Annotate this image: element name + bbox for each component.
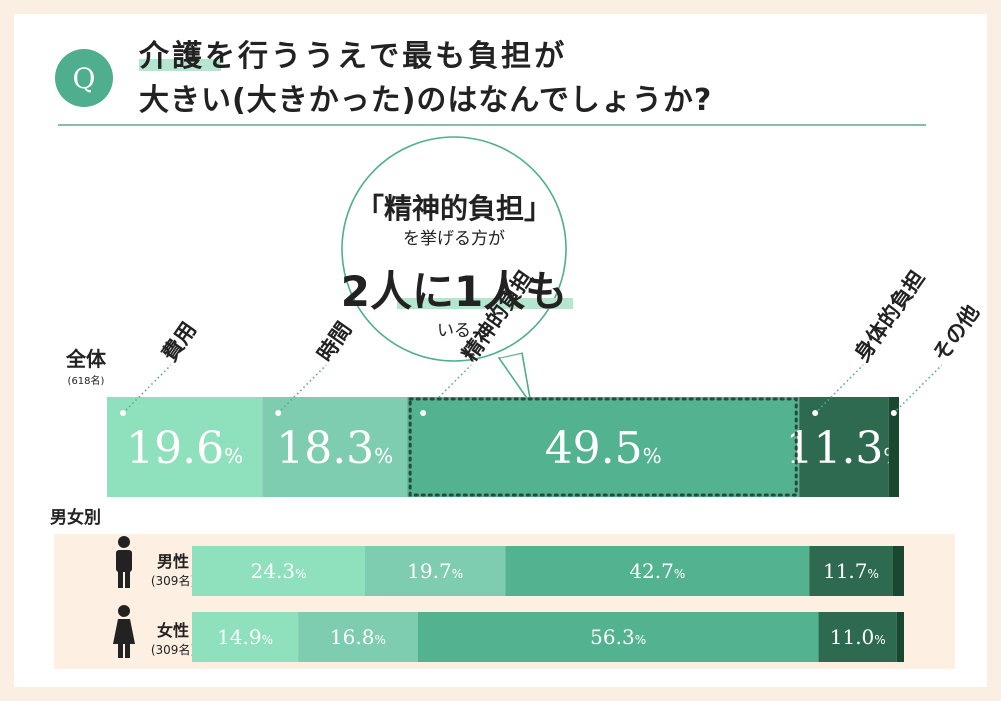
callout-highlight <box>397 298 573 309</box>
bar-segment <box>896 612 904 662</box>
leader-line <box>896 364 943 411</box>
bar-segment <box>818 612 897 662</box>
value-label: 16.8% <box>330 625 386 649</box>
bar-segment <box>262 397 408 497</box>
bar-segment <box>809 546 893 596</box>
infographic-card: Q 介護を行ううえで最も負担が 大きい(大きかった)のはなんでしょうか? 「精神… <box>14 14 987 687</box>
bar-segment <box>192 546 366 596</box>
bar-segment <box>298 612 418 662</box>
question-line1: 介護を行ううえで最も負担が <box>138 39 567 74</box>
leader-line <box>125 364 172 411</box>
leader-dot <box>812 410 819 416</box>
gender-section-label: 男女別 <box>50 507 101 528</box>
callout-tail <box>497 352 532 405</box>
value-label: 42.7% <box>629 559 685 583</box>
question-badge-letter: Q <box>73 62 96 95</box>
bar-chart: 19.6%18.3%49.5%11.3%24.3%19.7%42.7%11.7%… <box>107 397 904 662</box>
row-male-label: 男性 <box>157 552 189 571</box>
leader-dot <box>420 410 427 416</box>
value-label: 11.0% <box>830 625 886 649</box>
value-label: 19.6% <box>126 423 243 474</box>
row-female-label: 女性 <box>157 621 189 640</box>
value-label: 14.9% <box>217 625 273 649</box>
title-highlight <box>139 59 221 71</box>
value-label: 19.7% <box>407 559 463 583</box>
bar-segment <box>505 546 810 596</box>
bar-segment <box>107 397 263 497</box>
chart-canvas: Q 介護を行ううえで最も負担が 大きい(大きかった)のはなんでしょうか? 「精神… <box>50 39 984 669</box>
callout-line1: 「精神的負担」 <box>356 192 552 225</box>
row-overall-label: 全体 <box>65 347 107 371</box>
value-label: 11.7% <box>823 559 879 583</box>
bar-segment <box>888 397 899 497</box>
value-label: 56.3% <box>590 625 646 649</box>
question-badge <box>55 49 113 107</box>
callout-line4: いる <box>437 321 471 341</box>
category-label: 身体的負担 <box>850 266 930 366</box>
bar-segment <box>892 546 904 596</box>
leader-line <box>280 364 327 411</box>
row-male-count: (309名) <box>151 573 195 588</box>
leader-line <box>817 364 864 411</box>
leader-dot <box>275 410 282 416</box>
bar-segment <box>407 397 800 497</box>
value-label: 24.3% <box>251 559 307 583</box>
category-label: 時間 <box>313 318 357 366</box>
category-label: 費用 <box>157 318 201 366</box>
callout-line2: を挙げる方が <box>403 229 505 249</box>
male-icon <box>116 536 132 588</box>
highlight-frame <box>408 397 798 497</box>
callout-big: 2人に1人も <box>341 267 567 316</box>
row-female-count: (309名) <box>151 642 195 657</box>
callout-tail-joint <box>499 349 523 358</box>
question-line2: 大きい(大きかった)のはなんでしょうか? <box>139 83 712 118</box>
leader-line <box>425 364 472 411</box>
bar-segment <box>365 546 506 596</box>
bar-segment <box>192 612 299 662</box>
bar-segment <box>417 612 819 662</box>
leader-dot <box>120 410 126 416</box>
leader-dot <box>890 410 897 416</box>
row-overall-count: (618名) <box>68 374 105 387</box>
female-icon <box>113 605 135 658</box>
value-label: 49.5% <box>545 423 662 474</box>
value-label: 18.3% <box>276 423 393 474</box>
category-label: その他 <box>928 300 984 365</box>
